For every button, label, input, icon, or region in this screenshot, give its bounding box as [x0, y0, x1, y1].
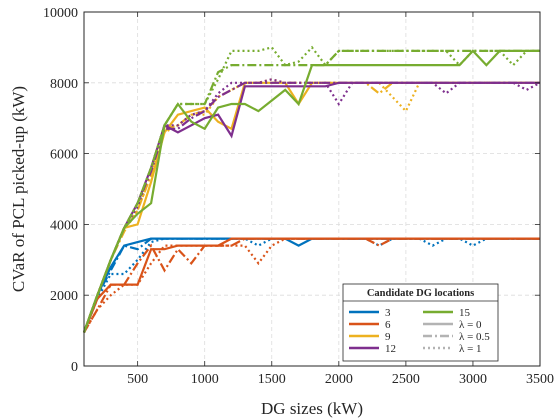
legend-label-loc-12: 12 [385, 343, 396, 355]
x-tick-label: 3500 [526, 372, 554, 387]
x-axis-label: DG sizes (kW) [261, 399, 363, 418]
legend-label-lambda-0: λ = 0 [459, 319, 482, 331]
tick-labels: 500 1000 1500 2000 2500 3000 3500 0 2000 4000 6000… [43, 6, 554, 387]
x-tick-label: 1000 [191, 372, 219, 387]
legend-label-loc-9: 9 [385, 331, 391, 343]
x-tick-label: 1500 [258, 372, 286, 387]
y-tick-label: 8000 [50, 77, 78, 92]
y-tick-label: 6000 [50, 148, 78, 163]
series-lines [82, 45, 541, 333]
x-tick-label: 2000 [325, 372, 353, 387]
legend-title: Candidate DG locations [367, 288, 474, 299]
axis-ticks [84, 11, 541, 367]
x-tick-label: 500 [127, 372, 148, 387]
x-tick-label: 3000 [459, 372, 487, 387]
series-line-loc-12-lambda-1 [82, 78, 541, 333]
series-line-loc-6-lambda-1 [83, 237, 540, 333]
y-tick-label: 0 [71, 360, 78, 375]
legend-label-loc-15: 15 [459, 307, 471, 319]
y-tick-label: 2000 [50, 289, 78, 304]
legend-label-lambda-1: λ = 0.5 [459, 331, 490, 343]
legend-label-lambda-2: λ = 1 [459, 343, 482, 355]
series-line-loc-15-lambda-0-5 [82, 49, 540, 333]
y-axis-label: CVaR of PCL picked-up (kW) [9, 86, 28, 292]
legend-label-loc-6: 6 [385, 319, 391, 331]
y-tick-label: 4000 [50, 218, 78, 233]
x-tick-label: 2500 [392, 372, 420, 387]
legend-label-loc-3: 3 [385, 307, 391, 319]
series-line-loc-15-lambda-1 [82, 45, 540, 333]
plot-area-frame [83, 11, 541, 367]
y-tick-label: 10000 [43, 6, 78, 21]
